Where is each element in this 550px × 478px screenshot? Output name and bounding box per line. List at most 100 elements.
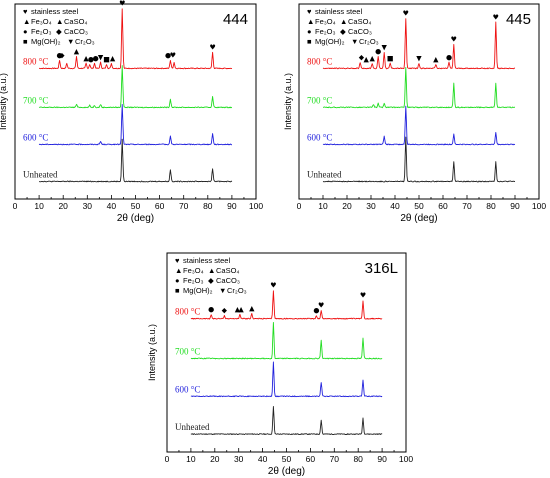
x-tick-label: 30: [83, 201, 93, 211]
x-tick-label: 20: [210, 454, 220, 464]
legend-symbol: ◆: [340, 27, 347, 36]
chart-panel-445: 0 10 20 30 40 50 60 70 80 90 100 2θ (deg) Intensity …: [283, 3, 546, 224]
legend-symbol: ■: [23, 37, 28, 46]
legend-symbol: ●: [307, 27, 312, 36]
x-tick-label: 50: [414, 201, 424, 211]
phase-marker: ●: [446, 53, 452, 61]
phase-marker: ●: [93, 54, 99, 62]
phase-marker: ▲: [249, 305, 255, 313]
legend-item-mg-oh: Mg(OH)₂: [31, 37, 61, 46]
phase-marker: ◆: [59, 51, 65, 59]
trace-label-700-c: 700 °C: [175, 346, 200, 356]
x-tick-label: 60: [438, 201, 448, 211]
legend-symbol: ♥: [307, 7, 312, 16]
x-tick-label: 80: [486, 201, 496, 211]
legend-item-fe-o: Fe₂O₃: [315, 27, 336, 36]
phase-marker: ▲: [364, 55, 370, 63]
x-tick-label: 90: [377, 454, 387, 464]
legend-symbol: ▼: [219, 286, 226, 295]
legend-symbol: ▲: [307, 17, 314, 26]
x-tick-label: 40: [390, 201, 400, 211]
trace-label-600-c: 600 °C: [307, 132, 332, 142]
x-tick-label: 20: [342, 201, 352, 211]
legend-item-stainless-steel: stainless steel: [31, 7, 78, 16]
phase-marker: ▼: [98, 53, 104, 61]
x-tick-label: 50: [282, 454, 292, 464]
legend-item-cr-o: Cr₂O₃: [359, 37, 379, 46]
legend-item-fe-o: Fe₂O₃: [31, 27, 52, 36]
trace-label-800-c: 800 °C: [307, 56, 332, 66]
phase-marker: ♥: [360, 292, 366, 300]
trace-800-c: [190, 290, 383, 320]
legend-item-stainless-steel: stainless steel: [183, 256, 230, 265]
trace-label-600-c: 600 °C: [23, 132, 48, 142]
trace-unheated: [322, 136, 516, 183]
phase-marker: ■: [103, 55, 110, 63]
legend-item-fe-o: Fe₃O₄: [183, 266, 204, 275]
legend-symbol: ▲: [175, 266, 182, 275]
phase-marker: ◆: [222, 307, 228, 315]
legend: ♥ stainless steel▲ Fe₃O₄ ▲ CaSO₄● Fe₂O₃ ◆ CaCO₃…: [307, 7, 379, 46]
phase-marker: ◆: [359, 53, 365, 61]
phase-marker: ♥: [451, 35, 457, 43]
x-tick-label: 0: [297, 201, 302, 211]
trace-700-c: [190, 321, 383, 360]
phase-marker: ▲: [83, 54, 89, 62]
trace-label-800-c: 800 °C: [23, 56, 48, 66]
phase-marker: ▲: [110, 54, 116, 62]
legend-item-caco: CaCO₃: [216, 276, 240, 285]
x-tick-label: 0: [165, 454, 170, 464]
trace-label-600-c: 600 °C: [175, 384, 200, 394]
legend-symbol: ◆: [56, 27, 63, 36]
phase-marker: ●: [57, 51, 63, 59]
trace-label-700-c: 700 °C: [23, 95, 48, 105]
legend-item-fe-o: Fe₃O₄: [31, 17, 52, 26]
x-tick-label: 40: [107, 201, 117, 211]
x-tick-label: 70: [179, 201, 189, 211]
legend-symbol: ♥: [23, 7, 28, 16]
trace-unheated: [190, 406, 383, 435]
legend-symbol: ■: [307, 37, 312, 46]
x-tick-label: 40: [258, 454, 268, 464]
legend-symbol: ●: [23, 27, 28, 36]
phase-marker: ♥: [270, 282, 276, 290]
phase-marker: ♥: [209, 43, 215, 51]
legend-symbol: ■: [175, 286, 180, 295]
legend-item-caco: CaCO₃: [348, 27, 372, 36]
legend: ♥ stainless steel▲ Fe₃O₄ ▲ CaSO₄● Fe₂O₃ ◆ CaCO₃…: [175, 256, 247, 295]
x-tick-label: 10: [186, 454, 196, 464]
phase-marker: ♥: [403, 9, 409, 17]
phase-marker: ▲: [235, 306, 241, 314]
x-tick-label: 100: [399, 454, 413, 464]
trace-600-c: [38, 103, 233, 146]
trace-label-unheated: Unheated: [175, 422, 210, 432]
phase-marker: ♥: [119, 0, 125, 7]
phase-marker: ●: [375, 47, 381, 55]
x-tick-label: 10: [34, 201, 44, 211]
chart-panel-444: 0 10 20 30 40 50 60 70 80 90 100 2θ (deg) Intensity …: [0, 0, 263, 224]
x-tick-label: 10: [318, 201, 328, 211]
trace-700-c: [38, 65, 233, 109]
panel-title: 316L: [365, 260, 398, 277]
y-axis-label: Intensity (a.u.): [147, 324, 157, 381]
legend-symbol: ▲: [23, 17, 30, 26]
legend-symbol: ▲: [56, 17, 63, 26]
legend-symbol: ♥: [175, 256, 180, 265]
x-tick-label: 70: [330, 454, 340, 464]
x-tick-label: 100: [249, 201, 263, 211]
legend-symbol: ▲: [340, 17, 347, 26]
phase-marker: ♥: [170, 51, 176, 59]
y-axis-label: Intensity (a.u.): [283, 73, 293, 130]
legend-item-caso: CaSO₄: [64, 17, 88, 26]
trace-label-unheated: Unheated: [23, 169, 58, 179]
phase-marker: ▲: [370, 54, 376, 62]
phase-marker: ▲: [433, 55, 439, 63]
phase-marker: ●: [313, 307, 319, 315]
x-tick-label: 30: [366, 201, 376, 211]
chart-panel-316l: 0 10 20 30 40 50 60 70 80 90 100 2θ (deg) Intensity …: [147, 252, 413, 477]
phase-marker: ▼: [382, 43, 388, 51]
trace-label-unheated: Unheated: [307, 169, 342, 179]
legend-item-cr-o: Cr₂O₃: [227, 286, 247, 295]
x-tick-label: 50: [131, 201, 141, 211]
x-tick-label: 90: [227, 201, 237, 211]
